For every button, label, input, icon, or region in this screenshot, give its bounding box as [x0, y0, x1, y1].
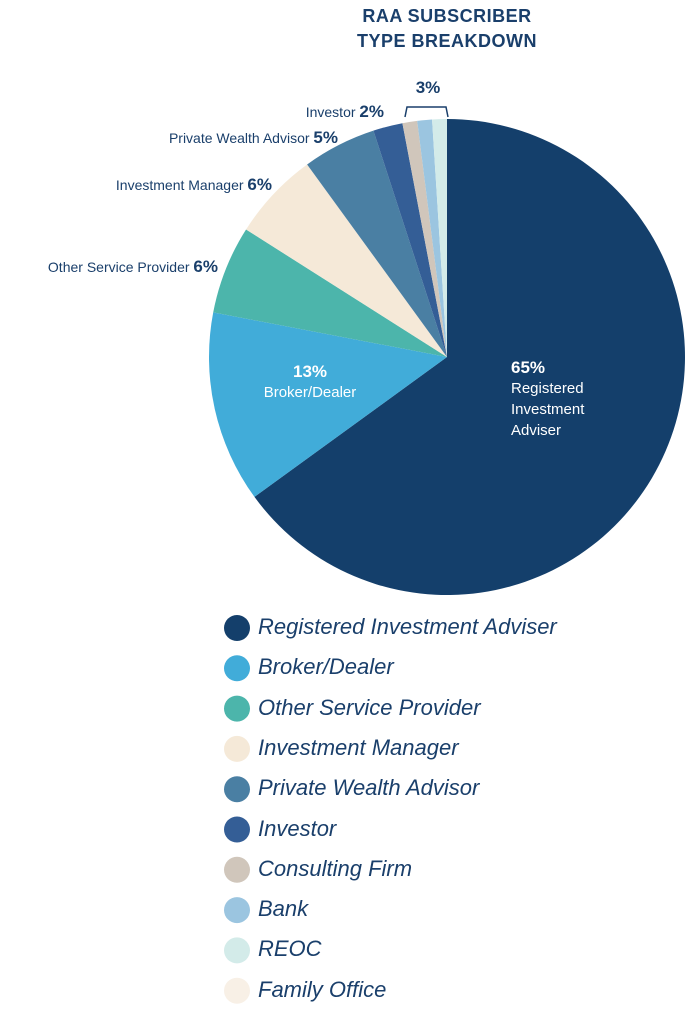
slice-label-name: Private Wealth Advisor [168, 130, 310, 146]
slice-label-value: 6% [247, 175, 272, 194]
legend-label: Consulting Firm [258, 855, 413, 881]
legend-label: Other Service Provider [258, 694, 481, 720]
slice-label-value: 5% [313, 128, 338, 147]
pie-slice [213, 229, 447, 357]
legend-swatch [224, 856, 250, 883]
legend-label: Registered Investment Adviser [258, 614, 557, 639]
slice-label: Other Service Provider 6% [48, 257, 218, 277]
legend-swatch [224, 695, 250, 722]
slice-label: 65% Registered Investment Adviser [511, 357, 611, 441]
slice-label-value: 65% [511, 358, 546, 377]
legend-label: Investment Manager [258, 734, 459, 760]
slice-label-name: Registered Investment Adviser [511, 380, 585, 439]
pie-slice [254, 119, 686, 596]
legend-label: REOC [258, 936, 322, 962]
legend-label: Family Office [258, 976, 387, 1002]
legend-swatch [224, 897, 250, 924]
slice-label-value: 6% [193, 257, 218, 276]
slice-label-value: 13% [292, 362, 328, 381]
slice-label-name: Broker/Dealer [263, 384, 357, 401]
annotation: 3% [416, 78, 441, 97]
bracket [404, 106, 449, 118]
pie-slice [417, 119, 447, 357]
legend-swatch [224, 977, 250, 1004]
legend-swatch [224, 615, 250, 641]
chart-title: RAA SUBSCRIBER TYPE BREAKDOWN [356, 6, 537, 51]
slice-label: Investor 2% [306, 102, 384, 122]
legend-label: Broker/Dealer [258, 654, 394, 680]
slice-label-name: Investor [305, 104, 356, 120]
legend-swatch [224, 655, 250, 682]
pie-slice [432, 119, 447, 357]
legend-label: Bank [258, 896, 309, 922]
slice-label-name: Other Service Provider [47, 259, 190, 275]
pie-slice [208, 312, 447, 497]
legend-label: Investor [258, 815, 337, 841]
slice-label: 13% Broker/Dealer [250, 361, 370, 403]
pie-slice [402, 120, 447, 357]
pie-slice [373, 123, 447, 357]
legend-swatch [224, 937, 250, 964]
legend-swatch [224, 735, 250, 762]
slice-label-name: Investment Manager [115, 177, 244, 193]
legend-swatch [224, 776, 250, 803]
pie-slice [307, 130, 447, 357]
slice-label-value: 2% [359, 102, 384, 121]
legend-swatch [224, 816, 250, 843]
pie-slice [246, 164, 447, 357]
legend-label: Private Wealth Advisor [258, 775, 480, 801]
slice-label: Investment Manager 6% [116, 175, 272, 195]
slice-label: Private Wealth Advisor 5% [169, 128, 338, 148]
